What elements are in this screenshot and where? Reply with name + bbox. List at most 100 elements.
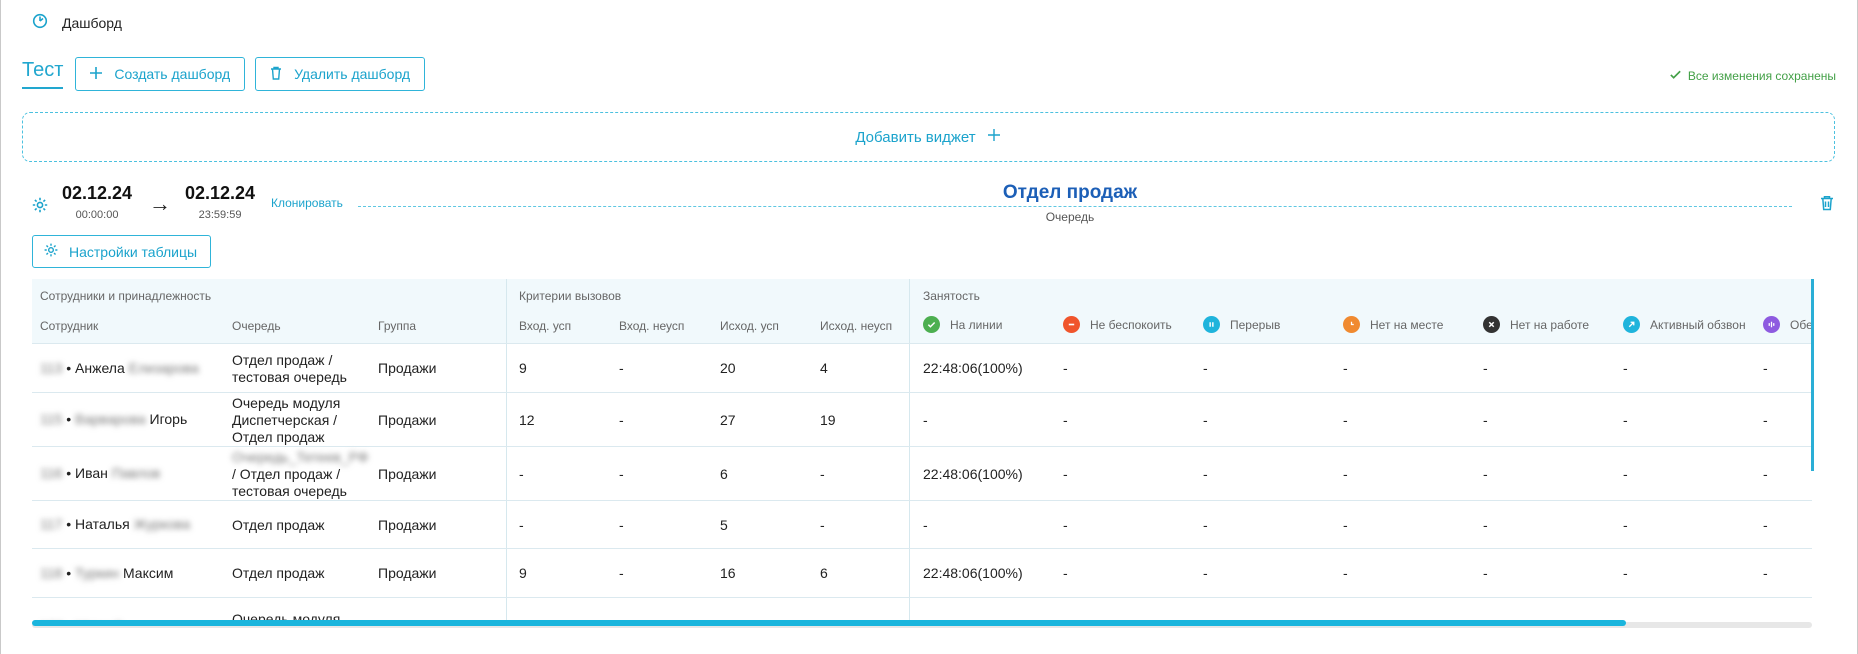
status-cell: - [1763, 465, 1768, 482]
queue-line: тестовая очередь [232, 368, 347, 385]
status-cell: 22:48:06(100%) [923, 565, 1023, 581]
col-status-5[interactable]: Активный обзвон [1623, 316, 1746, 333]
add-widget-label: Добавить виджет [855, 128, 976, 146]
employee-name-part: Журкова [133, 516, 191, 532]
employee-cell[interactable]: 115 • Варварова Игорь [40, 411, 187, 428]
status-cell: - [1063, 465, 1068, 482]
table-row[interactable]: 115 • Варварова Игорь Очередь модуля Диспе… [32, 392, 1812, 446]
saved-status-text: Все изменения сохранены [1687, 69, 1836, 83]
group-employees: Сотрудники и принадлежность [40, 289, 212, 303]
col-queue[interactable]: Очередь [232, 319, 281, 333]
col-in-success[interactable]: Вход. усп [519, 319, 572, 333]
col-status-1[interactable]: Не беспокоить [1063, 316, 1172, 333]
status-cell: - [1203, 465, 1208, 482]
col-status-2[interactable]: Перерыв [1203, 316, 1280, 333]
status-cell: - [1483, 565, 1488, 581]
queue-line: Диспетчерская / [232, 411, 338, 428]
queue-cell: Отдел продаж [232, 517, 325, 534]
col-status-4[interactable]: Нет на работе [1483, 316, 1589, 333]
status-cell: - [1483, 360, 1488, 376]
widget-divider [358, 206, 1792, 207]
date-from[interactable]: 02.12.24 00:00:00 [62, 183, 132, 221]
col-out-success[interactable]: Исход. усп [720, 319, 779, 333]
dashboard-tabbar: Тест Создать дашборд Удалить дашборд [22, 57, 426, 91]
employee-name-part: Игорь [149, 411, 188, 427]
out-success-cell: 6 [720, 465, 728, 482]
separator: • [62, 564, 76, 581]
status-cell: - [1343, 516, 1348, 533]
queue-line: Очередь модуля [232, 394, 341, 411]
employee-name-part: Павлов [111, 465, 161, 481]
tab-test[interactable]: Тест [22, 59, 64, 89]
status-label: Перерыв [1230, 317, 1281, 332]
create-dashboard-button[interactable]: Создать дашборд [75, 57, 246, 91]
col-out-fail[interactable]: Исход. неусп [820, 319, 893, 333]
group-occupancy: Занятость [923, 289, 980, 303]
horizontal-scrollbar-thumb[interactable] [32, 620, 1626, 626]
status-cell: - [1063, 411, 1068, 428]
delete-dashboard-button[interactable]: Удалить дашборд [255, 57, 426, 91]
column-divider [506, 279, 507, 623]
trash-icon [268, 65, 284, 84]
table-row[interactable]: 117 • Наталья Журкова Отдел продаж Продажи… [32, 500, 1812, 548]
status-cell: - [1623, 360, 1628, 376]
status-cell: - [1203, 360, 1208, 376]
table-row[interactable]: 116 • Иван Павлов Очередь_Тетеев_РФ / Отде… [32, 446, 1812, 500]
status-cell: - [1623, 411, 1628, 428]
status-cell: 22:48:06(100%) [923, 465, 1023, 482]
queue-line: Отдел продаж [232, 428, 325, 445]
status-label: Не беспокоить [1090, 317, 1172, 332]
col-employee[interactable]: Сотрудник [40, 319, 99, 333]
widget-settings-gear-icon[interactable] [31, 196, 49, 214]
status-cell: - [1483, 411, 1488, 428]
col-status-6[interactable]: Обед [1763, 316, 1812, 333]
status-cell: - [1623, 465, 1628, 482]
group-cell: Продажи [378, 516, 437, 533]
employee-cell[interactable]: 113 • Анжела Елизарова [40, 360, 199, 377]
page-header: Дашборд [32, 13, 122, 32]
table-row[interactable]: 113 • Анжела Елизарова Отдел продаж / тест… [32, 343, 1812, 392]
status-cell: - [1763, 411, 1768, 428]
date-to[interactable]: 02.12.24 23:59:59 [185, 183, 255, 221]
status-cell: - [1203, 565, 1208, 581]
status-cell: - [1763, 565, 1768, 581]
status-cell: - [1483, 465, 1488, 482]
status-cell: - [1063, 360, 1068, 376]
sound-bars-icon [1763, 316, 1780, 333]
employee-cell[interactable]: 118 • Туркин Максим [40, 565, 173, 582]
out-success-cell: 20 [720, 360, 736, 376]
status-cell: - [1623, 516, 1628, 533]
status-cell: - [1483, 516, 1488, 533]
group-cell: Продажи [378, 465, 437, 482]
add-widget-button[interactable]: Добавить виджет [22, 112, 1835, 162]
outgoing-arrow-icon [1623, 316, 1640, 333]
minus-icon [1063, 316, 1080, 333]
pause-icon [1203, 316, 1220, 333]
queue-cell: Очередь_Тетеев_РФ / Отдел продаж / тестова… [232, 449, 368, 500]
queue-cell: Очередь модуля Диспетчерская / Отдел прода… [232, 395, 340, 446]
in-fail-cell: - [619, 360, 624, 376]
status-label: Обед [1790, 317, 1812, 332]
status-cell: - [1623, 565, 1628, 581]
status-cell: - [1343, 360, 1348, 376]
group-cell: Продажи [378, 565, 437, 581]
delete-widget-trash-icon[interactable] [1818, 194, 1836, 212]
employee-cell[interactable]: 116 • Иван Павлов [40, 465, 160, 482]
in-success-cell: - [519, 465, 524, 482]
table-settings-button[interactable]: Настройки таблицы [32, 235, 212, 268]
employee-cell[interactable]: 117 • Наталья Журкова [40, 516, 190, 533]
clone-link[interactable]: Клонировать [271, 196, 343, 210]
status-cell: - [923, 411, 928, 428]
out-success-cell: 5 [720, 516, 728, 533]
employee-name-part: Иван [75, 465, 108, 481]
widget-title: Отдел продаж [960, 182, 1180, 204]
stats-table: Сотрудники и принадлежность Критерии выз… [32, 279, 1812, 623]
out-fail-cell: 4 [820, 360, 828, 376]
col-in-fail[interactable]: Вход. неусп [619, 319, 685, 333]
col-status-0[interactable]: На линии [923, 316, 1002, 333]
table-row[interactable]: 118 • Туркин Максим Отдел продаж Продажи 9 -… [32, 548, 1812, 597]
col-status-3[interactable]: Нет на месте [1343, 316, 1443, 333]
col-group[interactable]: Группа [378, 319, 417, 333]
widget-subtitle: Очередь [1045, 210, 1095, 224]
cross-icon [1483, 316, 1500, 333]
